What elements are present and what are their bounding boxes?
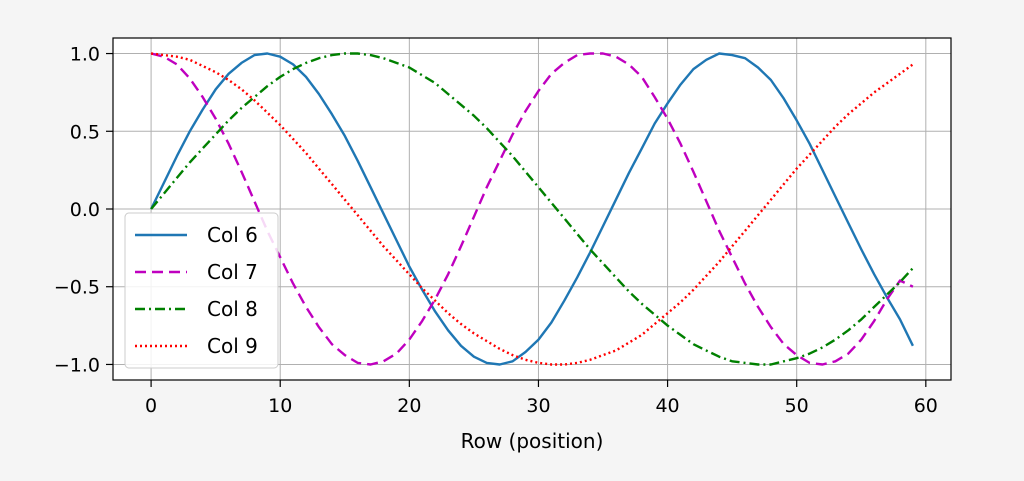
x-tick-label: 50 xyxy=(785,395,809,417)
series-line-1 xyxy=(150,52,914,366)
x-tick-label: 30 xyxy=(526,395,550,417)
x-axis-title: Row (position) xyxy=(461,429,604,453)
series-line-4 xyxy=(150,52,914,366)
x-tick-label: 0 xyxy=(145,395,157,417)
x-tick-label: 10 xyxy=(268,395,292,417)
y-tick-label: −1.0 xyxy=(54,354,100,376)
y-tick-label: 0.5 xyxy=(70,121,100,143)
x-tick-label: 60 xyxy=(914,395,938,417)
y-tick-label: 0.0 xyxy=(70,199,100,221)
x-tick-label: 20 xyxy=(397,395,421,417)
legend-label-1: Col 6 xyxy=(207,223,258,247)
legend-label-2: Col 7 xyxy=(207,260,258,284)
y-tick-label: −0.5 xyxy=(54,277,100,299)
y-tick-label: 1.0 xyxy=(70,44,100,66)
legend-label-3: Col 8 xyxy=(207,297,258,321)
legend: Col 6 Col 7 Col 8 Col 9 xyxy=(124,212,279,369)
x-tick-label: 40 xyxy=(655,395,679,417)
legend-label-4: Col 9 xyxy=(207,334,258,358)
legend-box xyxy=(124,212,279,369)
axis-ticks: 0 10 20 30 40 50 60 −1.0 −0.5 0.0 0.5 1.0 xyxy=(54,44,938,417)
series-line-3 xyxy=(150,52,914,366)
